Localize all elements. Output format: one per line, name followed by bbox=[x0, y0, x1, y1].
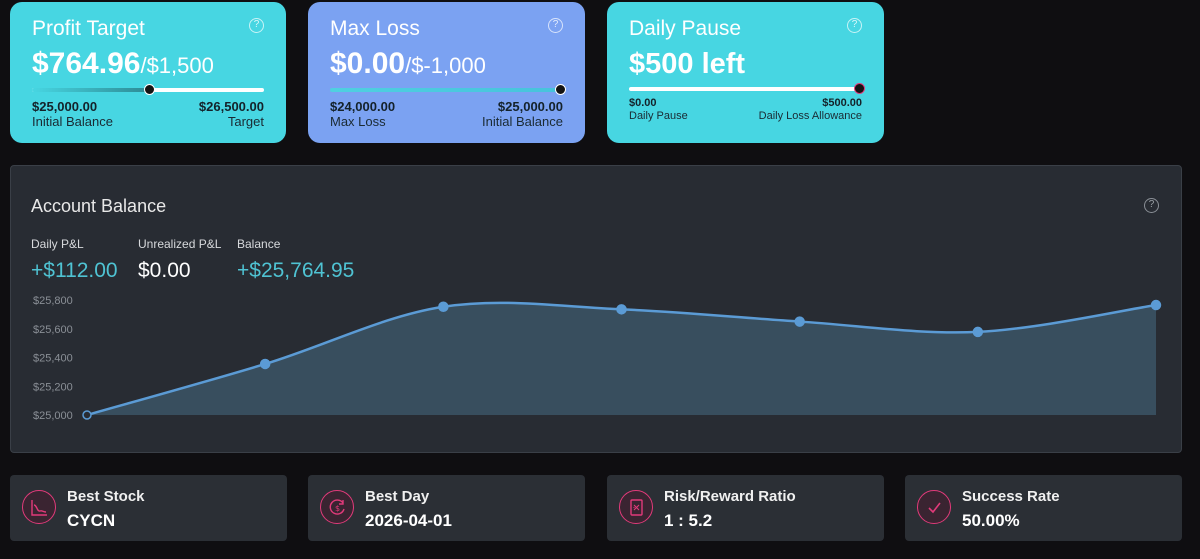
best-stock-card: Best Stock CYCN bbox=[10, 475, 287, 541]
max-loss-handle bbox=[555, 84, 566, 95]
best-day-value: 2026-04-01 bbox=[365, 511, 452, 530]
data-point[interactable] bbox=[259, 358, 271, 370]
daily-pause-fill bbox=[629, 87, 859, 91]
daily-pnl-stat: Daily P&L +$112.00 bbox=[31, 237, 118, 283]
max-loss-amount: $24,000.00 bbox=[330, 99, 396, 114]
unrealized-pnl-label: Unrealized P&L bbox=[138, 237, 222, 251]
daily-loss-allowance-amount: $500.00 bbox=[822, 97, 862, 109]
daily-loss-allowance-label: Daily Loss Allowance bbox=[758, 110, 862, 122]
risk-reward-value: 1 : 5.2 bbox=[664, 511, 713, 530]
balance-label: Balance bbox=[237, 237, 281, 251]
initial-balance-label: Initial Balance bbox=[482, 114, 563, 129]
best-stock-value: CYCN bbox=[67, 511, 116, 530]
calculator-icon bbox=[619, 490, 653, 524]
daily-pause-label: Daily Pause bbox=[629, 110, 688, 122]
profit-target-fill bbox=[32, 88, 150, 92]
profit-target-handle bbox=[144, 84, 155, 95]
unrealized-pnl-value: $0.00 bbox=[138, 259, 191, 282]
data-point[interactable] bbox=[82, 410, 92, 420]
best-day-label: Best Day bbox=[365, 488, 430, 505]
max-loss-label: Max Loss bbox=[330, 114, 386, 129]
daily-pause-title: Daily Pause bbox=[629, 17, 742, 40]
success-rate-label: Success Rate bbox=[962, 488, 1060, 505]
stock-chart-icon bbox=[22, 490, 56, 524]
max-loss-title: Max Loss bbox=[330, 17, 420, 40]
checkmark-icon bbox=[917, 490, 951, 524]
data-point[interactable] bbox=[972, 326, 984, 338]
success-rate-card: Success Rate 50.00% bbox=[905, 475, 1182, 541]
account-balance-panel: Account Balance ? Daily P&L +$112.00 Unr… bbox=[10, 165, 1182, 453]
profit-target-card: Profit Target ? $764.96/$1,500 $25,000.0… bbox=[10, 2, 286, 143]
initial-balance-label: Initial Balance bbox=[32, 114, 113, 129]
y-tick-label: $25,600 bbox=[33, 324, 73, 336]
target-label: Target bbox=[227, 114, 264, 129]
profit-target-title: Profit Target bbox=[32, 17, 145, 40]
initial-balance-amount: $25,000.00 bbox=[497, 99, 563, 114]
y-tick-label: $25,800 bbox=[33, 295, 73, 307]
account-balance-title: Account Balance bbox=[31, 196, 167, 216]
max-loss-card: Max Loss ? $0.00/$-1,000 $24,000.00 Max L… bbox=[308, 2, 585, 143]
best-day-card: $ Best Day 2026-04-01 bbox=[308, 475, 585, 541]
risk-reward-card: Risk/Reward Ratio 1 : 5.2 bbox=[607, 475, 884, 541]
risk-reward-label: Risk/Reward Ratio bbox=[664, 488, 796, 505]
data-point[interactable] bbox=[794, 316, 805, 327]
dollar-cycle-icon: $ bbox=[320, 490, 354, 524]
balance-area bbox=[87, 302, 1156, 415]
unrealized-pnl-stat: Unrealized P&L $0.00 bbox=[138, 237, 221, 283]
daily-pnl-value: +$112.00 bbox=[31, 259, 118, 282]
y-tick-label: $25,000 bbox=[33, 410, 73, 422]
help-icon[interactable]: ? bbox=[847, 18, 862, 33]
balance-value: +$25,764.95 bbox=[237, 259, 355, 282]
daily-pause-amount: $0.00 bbox=[629, 97, 657, 109]
data-point[interactable] bbox=[616, 304, 627, 315]
daily-pause-handle bbox=[854, 83, 865, 94]
balance-stat: Balance +$25,764.95 bbox=[237, 237, 354, 283]
daily-pnl-label: Daily P&L bbox=[31, 237, 84, 251]
initial-balance-amount: $25,000.00 bbox=[32, 99, 98, 114]
y-tick-label: $25,400 bbox=[33, 353, 73, 365]
help-icon[interactable]: ? bbox=[249, 18, 264, 33]
max-loss-fill bbox=[330, 88, 560, 92]
balance-chart: $25,000 $25,200 $25,400 $25,600 $25,800 bbox=[33, 295, 1162, 422]
success-rate-value: 50.00% bbox=[962, 511, 1020, 530]
data-point[interactable] bbox=[1150, 299, 1162, 311]
target-amount: $26,500.00 bbox=[198, 99, 264, 114]
best-stock-label: Best Stock bbox=[67, 488, 145, 505]
max-loss-value: $0.00/$-1,000 bbox=[330, 47, 486, 80]
help-icon[interactable]: ? bbox=[1144, 198, 1159, 213]
profit-target-value: $764.96/$1,500 bbox=[32, 47, 214, 80]
daily-pause-value: $500 left bbox=[629, 48, 746, 80]
daily-pause-card: Daily Pause ? $500 left $0.00 Daily Pause… bbox=[607, 2, 884, 143]
svg-text:$: $ bbox=[335, 504, 340, 513]
data-point[interactable] bbox=[438, 301, 449, 313]
y-tick-label: $25,200 bbox=[33, 381, 73, 393]
help-icon[interactable]: ? bbox=[548, 18, 563, 33]
